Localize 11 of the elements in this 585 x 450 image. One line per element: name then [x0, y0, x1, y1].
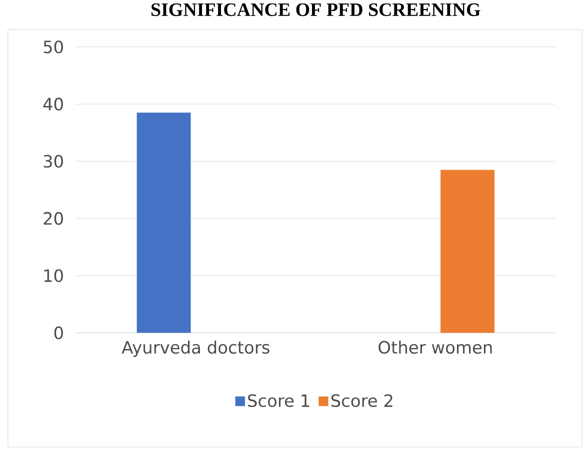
chart-title: SIGNIFICANCE OF PFD SCREENING	[151, 3, 480, 16]
y-tick-label: 20	[44, 212, 63, 225]
legend-label: Score 1	[248, 394, 310, 408]
y-tick-label: 50	[44, 40, 63, 54]
legend-label: Score 2	[331, 394, 392, 408]
x-tick-label: Ayurveda doctors	[122, 340, 270, 358]
y-tick-label: 30	[44, 154, 63, 168]
y-tick-label: 0	[54, 326, 63, 340]
y-tick-label: 10	[44, 269, 63, 282]
y-tick-label: 40	[43, 98, 63, 111]
x-tick-label: Other women	[378, 340, 492, 354]
